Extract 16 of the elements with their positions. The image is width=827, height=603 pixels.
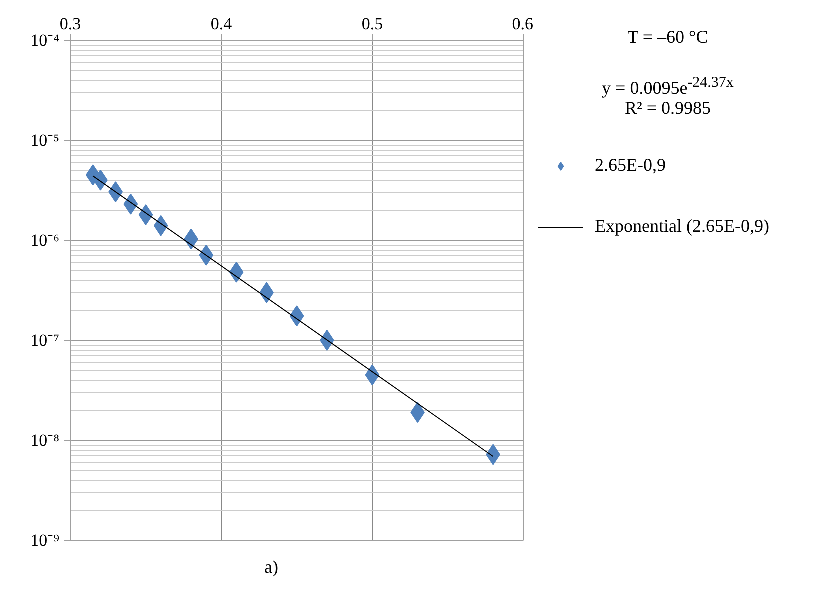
legend-label: 2.65E-0,9 bbox=[595, 155, 666, 176]
x-tick-label: 0.5 bbox=[362, 14, 384, 34]
y-tick-label: 10⁻⁵ bbox=[30, 131, 60, 150]
text: T = –60 °C bbox=[628, 26, 708, 49]
x-tick-label: 0.3 bbox=[60, 14, 82, 34]
legend-label: Exponential (2.65E-0,9) bbox=[595, 216, 770, 237]
y-tick-label: 10⁻⁹ bbox=[30, 531, 60, 550]
y-tick-label: 10⁻⁸ bbox=[30, 431, 60, 450]
y-tick-label: 10⁻⁴ bbox=[30, 31, 60, 50]
y-tick-label: 10⁻⁶ bbox=[30, 231, 60, 250]
text: a) bbox=[264, 556, 278, 579]
x-tick-label: 0.6 bbox=[512, 14, 534, 34]
text: R² = 0.9985 bbox=[624, 98, 712, 118]
y-tick-label: 10⁻⁷ bbox=[30, 331, 60, 350]
text: y = 0.0095e$^{-24.37x}$ bbox=[602, 75, 734, 98]
x-tick-label: 0.4 bbox=[210, 14, 233, 34]
